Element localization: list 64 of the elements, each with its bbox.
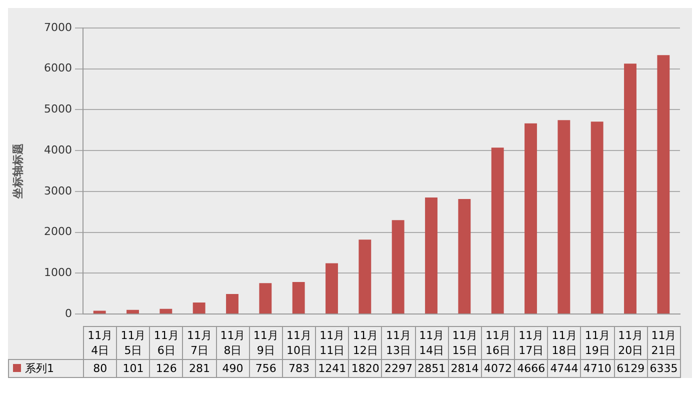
bar xyxy=(624,64,636,314)
x-tick-label: 11月19日 xyxy=(580,326,614,360)
bar xyxy=(657,55,670,314)
x-tick-label: 11月20日 xyxy=(614,326,648,360)
data-label: 6335 xyxy=(647,360,680,378)
legend-label: 系列1 xyxy=(8,360,84,378)
bar xyxy=(93,310,106,314)
x-tick-label: 11月17日 xyxy=(514,326,548,360)
x-tick-label: 11月21日 xyxy=(647,326,680,360)
bar xyxy=(590,122,604,314)
y-tick-label: 3000 xyxy=(44,184,72,198)
x-tick-label: 11月12日 xyxy=(348,326,382,360)
bar xyxy=(358,240,372,314)
bar xyxy=(458,199,471,314)
data-label: 4072 xyxy=(481,360,515,378)
bar xyxy=(392,220,404,314)
x-tick-label: 11月4日 xyxy=(84,326,117,360)
y-tick-label: 7000 xyxy=(44,20,72,34)
data-label: 80 xyxy=(84,360,117,378)
data-label: 490 xyxy=(216,360,250,378)
bar xyxy=(126,310,139,314)
data-label: 4710 xyxy=(580,360,614,378)
x-tick-label: 11月16日 xyxy=(481,326,515,360)
x-tick-label: 11月14日 xyxy=(415,326,448,360)
x-tick-label: 11月18日 xyxy=(548,326,581,360)
bar xyxy=(259,283,272,314)
y-tick-label: 0 xyxy=(65,306,72,320)
data-label: 4744 xyxy=(548,360,581,378)
data-label: 2851 xyxy=(415,360,448,378)
bar xyxy=(491,148,504,314)
y-tick-label: 6000 xyxy=(44,62,72,75)
data-label: 783 xyxy=(282,360,316,378)
data-label: 756 xyxy=(249,360,282,378)
data-label: 4666 xyxy=(514,360,548,378)
bar xyxy=(558,120,570,314)
bar xyxy=(425,198,438,314)
data-label: 126 xyxy=(150,360,183,378)
x-tick-label: 11月6日 xyxy=(150,326,183,360)
y-tick-label: 5000 xyxy=(44,102,72,116)
x-tick-label: 11月15日 xyxy=(448,326,482,360)
data-label: 281 xyxy=(182,360,216,378)
y-tick-label: 1000 xyxy=(44,266,72,279)
data-label: 6129 xyxy=(614,360,648,378)
x-tick-label: 11月7日 xyxy=(182,326,216,360)
data-label: 2814 xyxy=(448,360,482,378)
data-label: 2297 xyxy=(382,360,416,378)
bar xyxy=(292,282,305,314)
bar xyxy=(192,302,206,314)
x-tick-label: 11月10日 xyxy=(282,326,316,360)
y-tick-label: 4000 xyxy=(44,143,72,156)
y-axis-title: 坐标轴标题 xyxy=(11,144,24,200)
bar xyxy=(326,263,338,314)
bar xyxy=(524,123,537,314)
x-tick-label: 11月11日 xyxy=(316,326,349,360)
data-label: 1820 xyxy=(348,360,382,378)
data-label: 1241 xyxy=(316,360,349,378)
x-tick-label: 11月13日 xyxy=(382,326,416,360)
bar xyxy=(226,294,238,314)
bar xyxy=(160,308,172,314)
y-tick-label: 2000 xyxy=(44,225,72,238)
x-tick-label: 11月8日 xyxy=(216,326,250,360)
x-tick-label: 11月5日 xyxy=(116,326,150,360)
data-label: 101 xyxy=(116,360,150,378)
x-tick-label: 11月9日 xyxy=(249,326,282,360)
